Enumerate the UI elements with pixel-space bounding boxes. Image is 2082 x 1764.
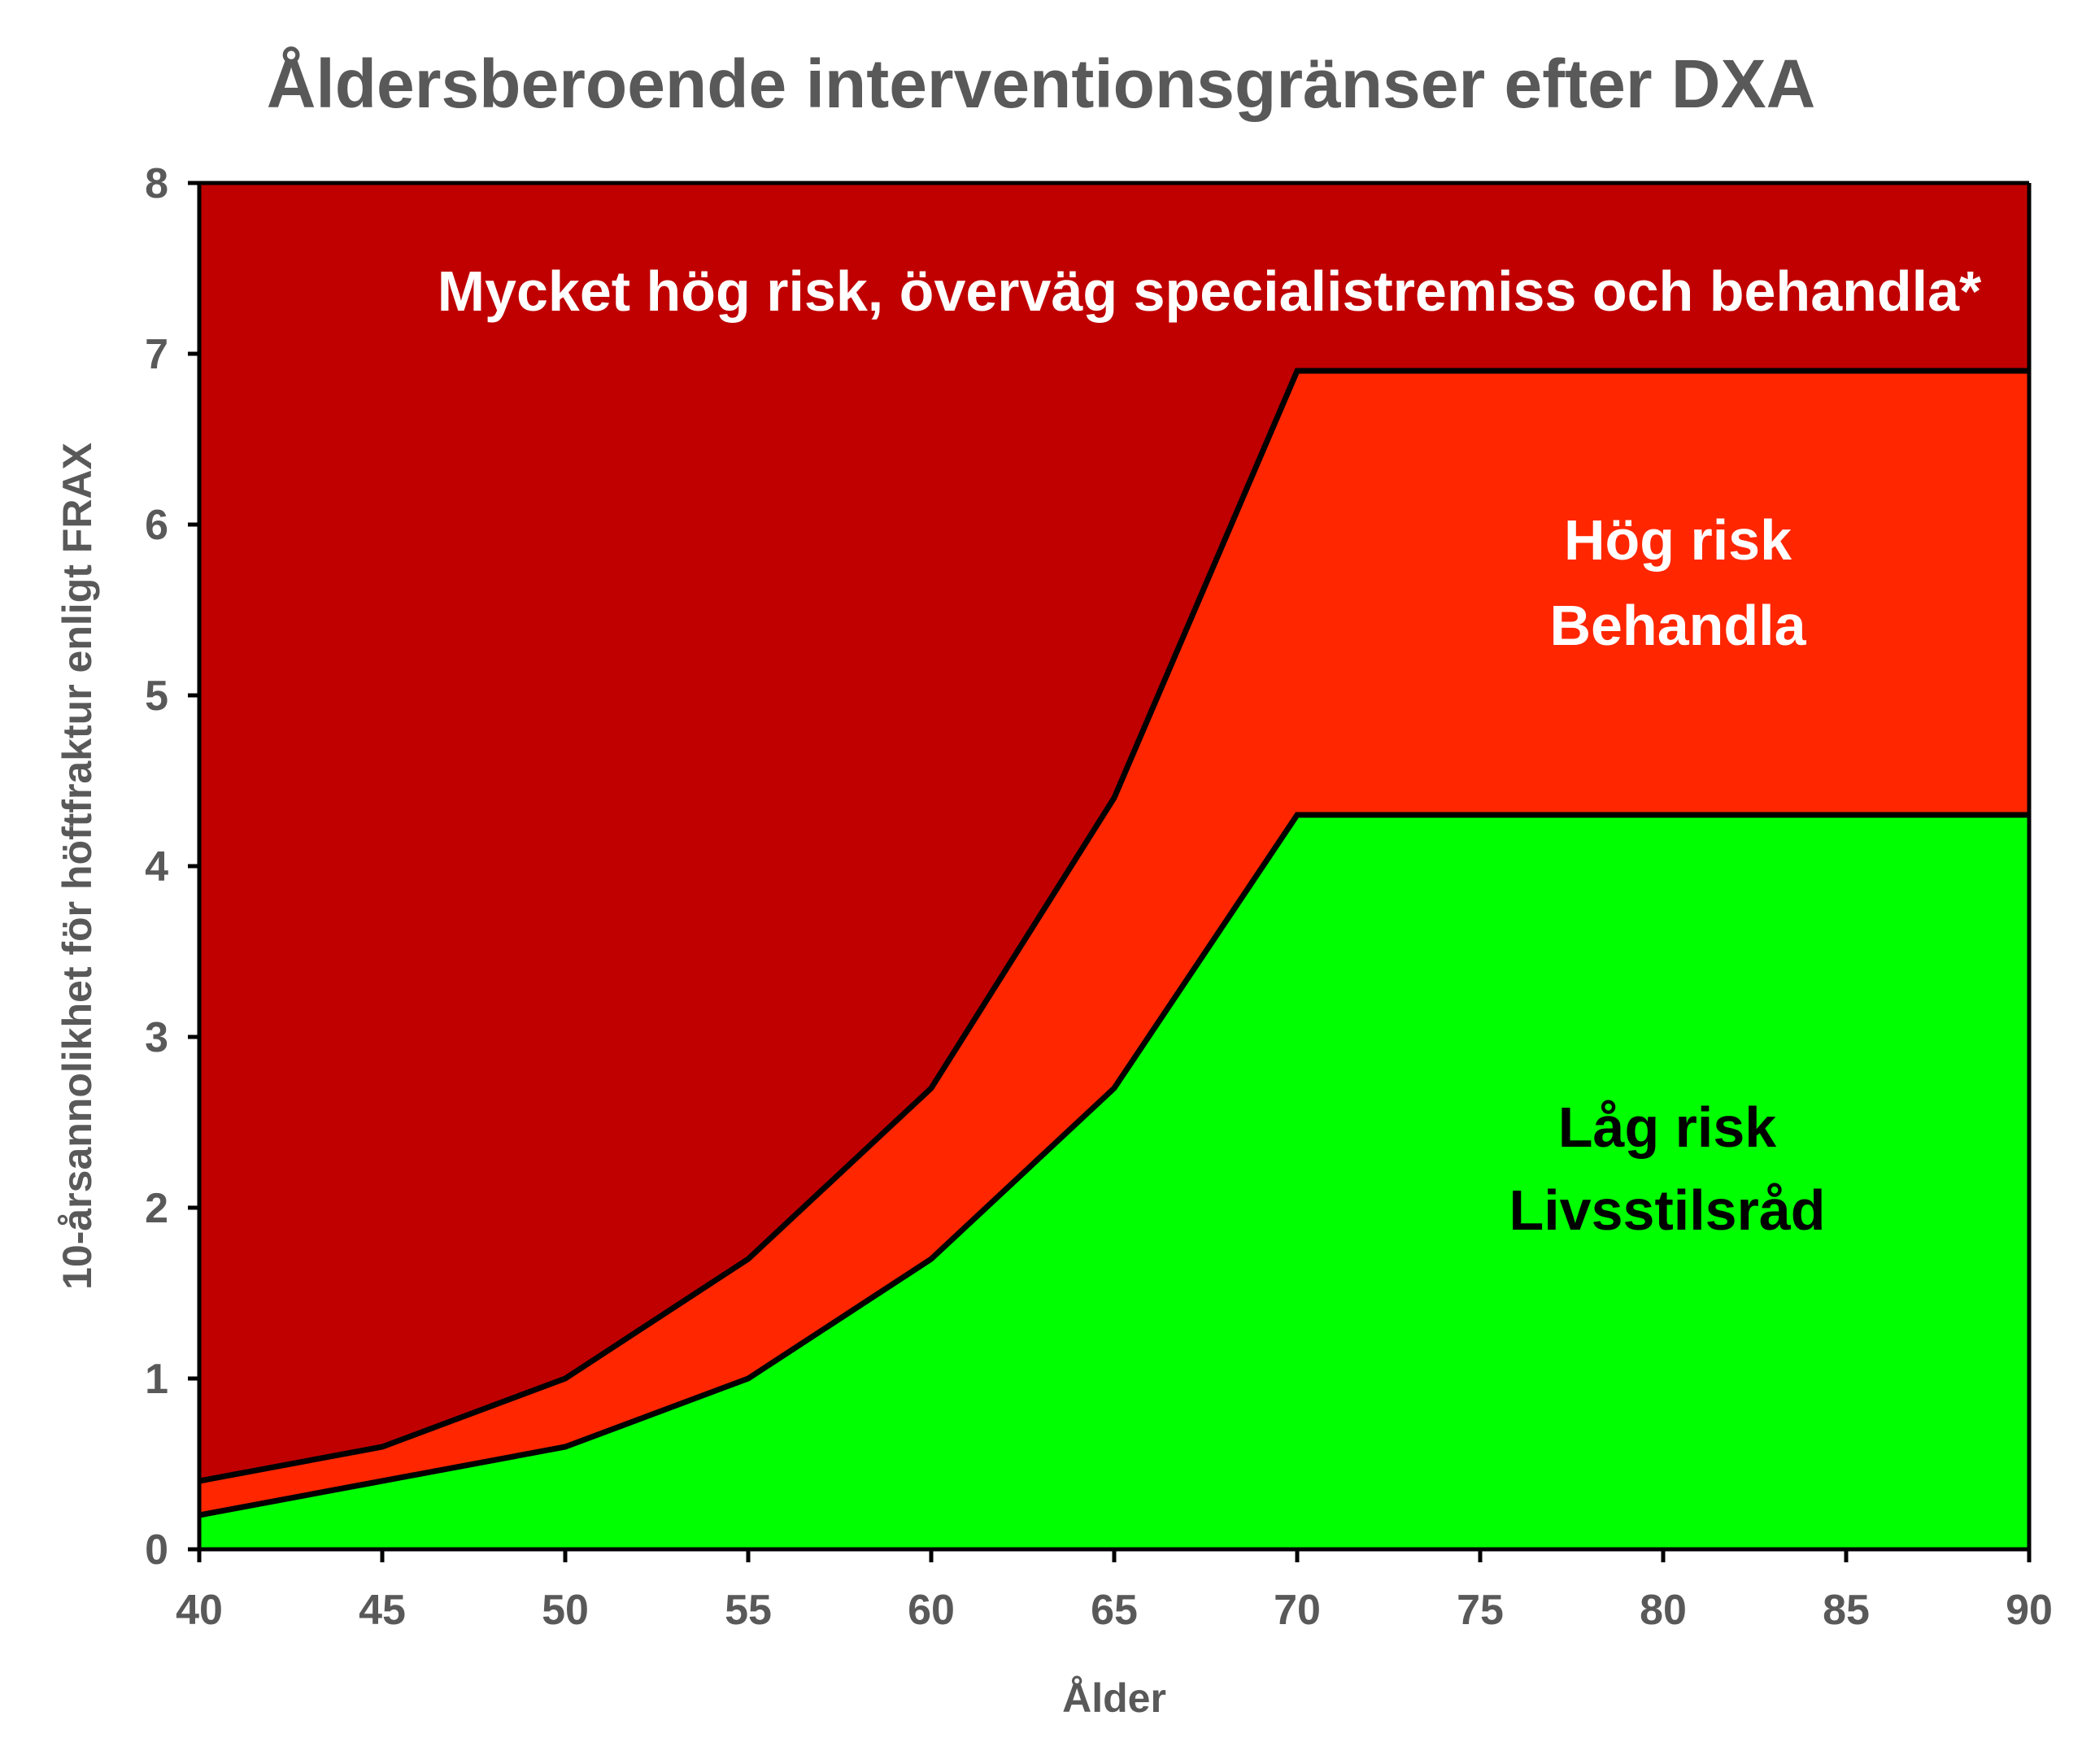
plot-area [198, 183, 2029, 1549]
zone-labels: Mycket hög risk, överväg specialistremis… [438, 259, 1982, 1242]
y-tick-label: 6 [145, 502, 168, 549]
x-tick-label: 40 [176, 1587, 223, 1634]
low-risk-boundary-line [198, 812, 2029, 1518]
y-tick-label: 4 [145, 843, 168, 891]
y-ticks: 0 1 2 3 4 5 6 7 8 [145, 160, 199, 1574]
low-risk-label-line2: Livsstilsråd [1509, 1178, 1825, 1242]
x-tick-label: 50 [542, 1587, 589, 1634]
y-tick-label: 0 [145, 1527, 168, 1574]
low-risk-label-line1: Låg risk [1558, 1095, 1777, 1159]
y-tick-label: 8 [145, 160, 168, 207]
x-tick-label: 85 [1823, 1587, 1870, 1634]
x-tick-label: 65 [1091, 1587, 1138, 1634]
y-tick-label: 2 [145, 1185, 168, 1232]
x-tick-label: 80 [1640, 1587, 1687, 1634]
x-ticks: 40 45 50 55 60 65 70 75 80 85 90 [176, 1549, 2053, 1634]
high-risk-label-line1: Hög risk [1564, 508, 1792, 572]
x-tick-label: 55 [725, 1587, 772, 1634]
y-axis-label: 10-årsannolikhet för höftfraktur enligt … [54, 442, 100, 1290]
y-tick-label: 1 [145, 1356, 168, 1403]
very-high-risk-label: Mycket hög risk, överväg specialistremis… [438, 259, 1982, 323]
chart-title: Åldersberoende interventionsgränser efte… [267, 46, 1816, 122]
x-tick-label: 90 [2006, 1587, 2053, 1634]
y-tick-label: 5 [145, 673, 168, 720]
x-tick-label: 60 [908, 1587, 955, 1634]
x-tick-label: 45 [359, 1587, 406, 1634]
x-tick-label: 70 [1274, 1587, 1321, 1634]
low-risk-area [199, 815, 2029, 1549]
high-risk-label-line2: Behandla [1549, 594, 1806, 657]
high-risk-boundary-line [198, 368, 2029, 1484]
y-tick-label: 3 [145, 1014, 168, 1061]
x-tick-label: 75 [1457, 1587, 1504, 1634]
y-tick-label: 7 [145, 331, 168, 378]
x-axis-label: Ålder [1062, 1675, 1166, 1721]
